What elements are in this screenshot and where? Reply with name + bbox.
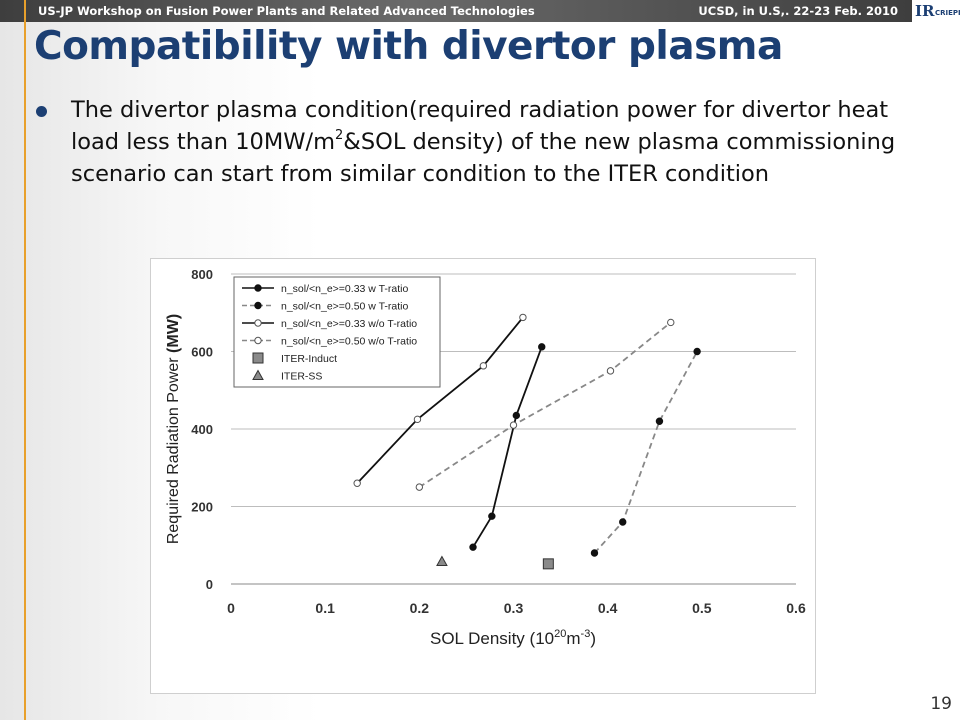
legend-label: n_sol/<n_e>=0.50 w T-ratio	[281, 301, 409, 313]
y-tick-label: 0	[206, 577, 213, 592]
data-point	[415, 483, 424, 491]
legend-item: ITER-Induct	[252, 352, 337, 365]
series-line	[593, 351, 698, 554]
data-point	[606, 367, 615, 375]
slide-title: Compatibility with divertor plasma	[34, 24, 783, 69]
legend-marker	[252, 369, 264, 380]
data-point	[619, 518, 627, 526]
legend-item: n_sol/<n_e>=0.33 w/o T-ratio	[242, 318, 417, 330]
workshop-name: US-JP Workshop on Fusion Power Plants an…	[38, 4, 535, 18]
bullet-point-icon	[36, 106, 47, 117]
legend-item: n_sol/<n_e>=0.50 w T-ratio	[242, 301, 409, 313]
legend-label: n_sol/<n_e>=0.33 w/o T-ratio	[281, 318, 417, 330]
chart-legend: n_sol/<n_e>=0.33 w T-ratio n_sol/<n_e>=0.…	[233, 276, 441, 388]
legend-item: ITER-SS	[252, 369, 322, 383]
series-4	[542, 558, 554, 570]
data-point	[538, 343, 546, 351]
chart-frame: 0 200 400 600 800 0 0.1 0.2 0.3 0.4 0.5 0.6 SOL Dens…	[150, 258, 816, 694]
legend-marker	[254, 336, 262, 345]
bullet-text-part1: The divertor plasma condition(required r…	[71, 97, 889, 155]
data-point	[413, 415, 422, 424]
data-point	[509, 421, 518, 429]
header-bar: US-JP Workshop on Fusion Power Plants an…	[0, 0, 912, 22]
legend-marker	[254, 301, 262, 310]
y-axis-label: Required Radiation Power (MW)	[165, 314, 182, 544]
superscript-2: 2	[335, 127, 344, 143]
x-tick-label: 0.1	[315, 600, 335, 616]
svg-text:CRIEPI: CRIEPI	[935, 9, 960, 17]
x-axis-label: SOL Density (1020m-3)	[430, 628, 596, 648]
legend-label: n_sol/<n_e>=0.33 w T-ratio	[281, 283, 409, 295]
legend-item: n_sol/<n_e>=0.33 w T-ratio	[242, 283, 409, 295]
bullet-text: The divertor plasma condition(required r…	[71, 94, 921, 190]
legend-label: ITER-SS	[281, 371, 322, 383]
y-tick-label: 800	[191, 267, 213, 282]
data-point	[479, 362, 488, 370]
x-tick-label: 0	[227, 600, 235, 616]
svg-text:IR: IR	[915, 2, 935, 20]
left-accent-line	[24, 0, 26, 720]
legend-label: n_sol/<n_e>=0.50 w/o T-ratio	[281, 336, 417, 348]
legend-box	[233, 276, 441, 388]
data-point	[542, 558, 554, 570]
data-point	[693, 347, 701, 356]
data-point	[436, 555, 448, 567]
legend-label: ITER-Induct	[281, 353, 337, 365]
series-line	[418, 321, 672, 488]
bullet-text-part2: &SOL density) of the new plasma commissi…	[71, 129, 896, 187]
legend-marker	[254, 284, 262, 292]
series-5	[436, 555, 448, 567]
x-tick-label: 0.6	[786, 600, 806, 616]
data-point	[353, 479, 361, 487]
y-tick-label: 400	[191, 422, 213, 437]
series-2	[353, 313, 527, 487]
data-point	[590, 549, 599, 557]
data-point	[655, 417, 664, 425]
y-tick-label: 600	[191, 345, 213, 360]
legend-marker	[254, 319, 262, 327]
series-line	[472, 346, 543, 548]
x-tick-label: 0.5	[692, 600, 712, 616]
series-3	[415, 318, 675, 491]
data-point	[469, 543, 477, 551]
series-0	[469, 343, 546, 551]
workshop-venue-date: UCSD, in U.S,. 22-23 Feb. 2010	[698, 4, 898, 18]
page-number: 19	[930, 694, 952, 714]
legend-marker	[252, 352, 264, 364]
data-point	[512, 411, 521, 420]
x-tick-label: 0.4	[598, 600, 618, 616]
x-tick-label: 0.3	[504, 600, 524, 616]
criepi-logo: IR CRIEPI	[912, 0, 960, 22]
y-tick-label: 200	[191, 500, 213, 515]
data-point	[667, 318, 675, 327]
data-point	[488, 512, 496, 520]
legend-item: n_sol/<n_e>=0.50 w/o T-ratio	[242, 336, 417, 348]
x-tick-label: 0.2	[410, 600, 430, 616]
radiation-power-chart: 0 200 400 600 800 0 0.1 0.2 0.3 0.4 0.5 0.6 SOL Dens…	[165, 267, 806, 648]
series-1	[590, 347, 701, 557]
series-line	[356, 316, 524, 484]
data-point	[519, 313, 527, 322]
